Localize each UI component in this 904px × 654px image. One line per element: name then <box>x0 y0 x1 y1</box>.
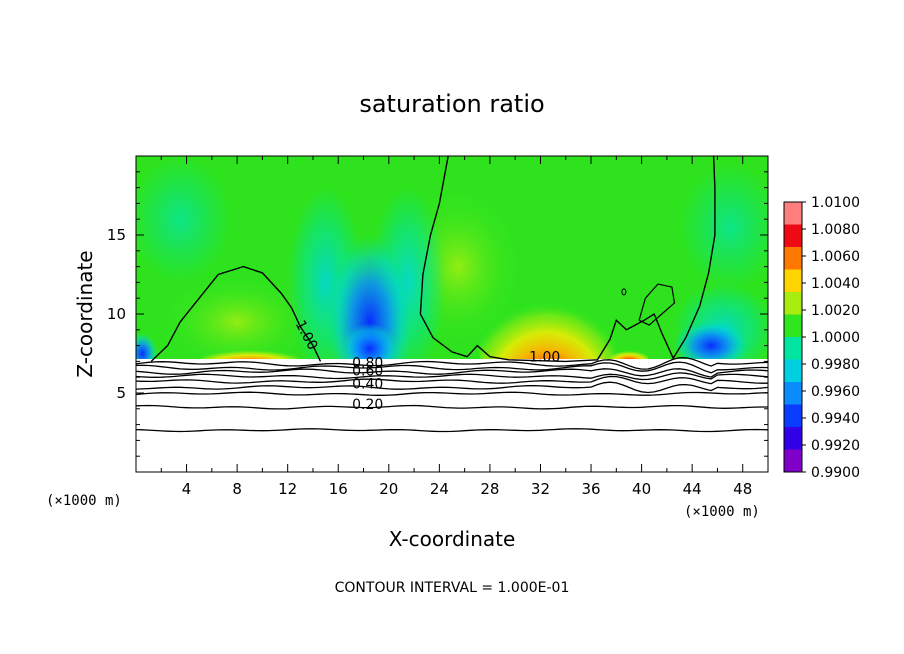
x-tick-label: 20 <box>379 480 398 498</box>
x-unit-label-left: (×1000 m) <box>46 493 122 509</box>
y-axis-label: Z-coordinate <box>73 250 97 377</box>
contour-line <box>136 357 768 370</box>
contour-lines <box>136 156 768 433</box>
plot-area: 1.001.000.800.600.400.20 <box>136 156 768 472</box>
colorbar-band <box>784 314 802 337</box>
contour-label: 0.40 <box>352 376 383 392</box>
contour-label: 0.80 <box>352 356 383 372</box>
contour-label: 1.00 <box>529 349 560 365</box>
colorbar-label: 1.0040 <box>811 276 860 292</box>
x-tick-label: 32 <box>531 480 550 498</box>
contour-line <box>136 361 768 374</box>
x-tick-label: 4 <box>182 480 192 498</box>
x-tick-label: 44 <box>683 480 702 498</box>
contour-line <box>136 428 768 433</box>
colorbar-label: 1.0020 <box>811 303 860 319</box>
colorbar-band <box>784 269 802 292</box>
colorbar-band <box>784 247 802 270</box>
colorbar-band <box>784 427 802 450</box>
contour-line <box>136 375 768 385</box>
contour-line-1.00 <box>621 288 627 296</box>
contour-label: 0.20 <box>352 397 383 413</box>
colorbar-label: 1.0080 <box>811 222 860 238</box>
colorbar-band <box>784 359 802 382</box>
contour-line <box>136 368 768 378</box>
colorbar-label: 1.0000 <box>811 330 860 346</box>
field-blob <box>673 320 750 371</box>
x-tick-label: 8 <box>232 480 242 498</box>
y-tick-label: 15 <box>107 226 126 244</box>
colorbar-label: 0.9960 <box>811 384 860 400</box>
colorbar-band <box>784 382 802 405</box>
x-axis-label: X-coordinate <box>389 527 516 551</box>
x-tick-label: 40 <box>632 480 651 498</box>
contour-interval-footer: CONTOUR INTERVAL = 1.000E-01 <box>335 580 570 596</box>
contour-line <box>136 391 768 396</box>
colorbar-label: 0.9940 <box>811 411 860 427</box>
colorbar-band <box>784 202 802 225</box>
contour-line-1.00 <box>638 283 676 326</box>
colorbar-label: 1.0060 <box>811 249 860 265</box>
contour-line <box>136 381 768 394</box>
contour-line-1.00 <box>150 265 322 362</box>
colorbar-band <box>784 337 802 360</box>
chart-title: saturation ratio <box>359 90 544 118</box>
colorbar-label: 0.9980 <box>811 357 860 373</box>
x-axis-ticks: 4 8 12 16 20 24 28 32 36 40 44 48 <box>160 156 752 498</box>
x-tick-label: 12 <box>278 480 297 498</box>
x-unit-label-right: (×1000 m) <box>684 504 760 520</box>
colorbar-band <box>784 292 802 315</box>
colorbar: 0.9900 0.9920 0.9940 0.9960 0.9980 1.0000 1.00… <box>783 195 860 481</box>
x-tick-label: 48 <box>733 480 752 498</box>
y-axis-ticks: 5 10 15 <box>107 171 768 457</box>
colorbar-band <box>784 224 802 247</box>
colorbar-label: 1.0100 <box>811 195 860 211</box>
subsaturated-layer <box>136 359 768 472</box>
field-blob <box>136 156 231 283</box>
contour-label: 0.60 <box>352 364 383 380</box>
colorbar-band <box>784 404 802 427</box>
colorbar-label: 0.9920 <box>811 438 860 454</box>
contour-line-1.00 <box>419 156 716 363</box>
x-tick-label: 24 <box>430 480 449 498</box>
field-blob <box>679 163 768 291</box>
x-tick-label: 16 <box>329 480 348 498</box>
colorbar-band <box>784 449 802 472</box>
x-tick-label: 28 <box>480 480 499 498</box>
x-tick-label: 36 <box>581 480 600 498</box>
contour-line <box>136 404 768 410</box>
y-tick-label: 5 <box>116 384 126 402</box>
y-tick-label: 10 <box>107 305 126 323</box>
colorbar-label: 0.9900 <box>811 465 860 481</box>
contour-line <box>136 372 768 381</box>
